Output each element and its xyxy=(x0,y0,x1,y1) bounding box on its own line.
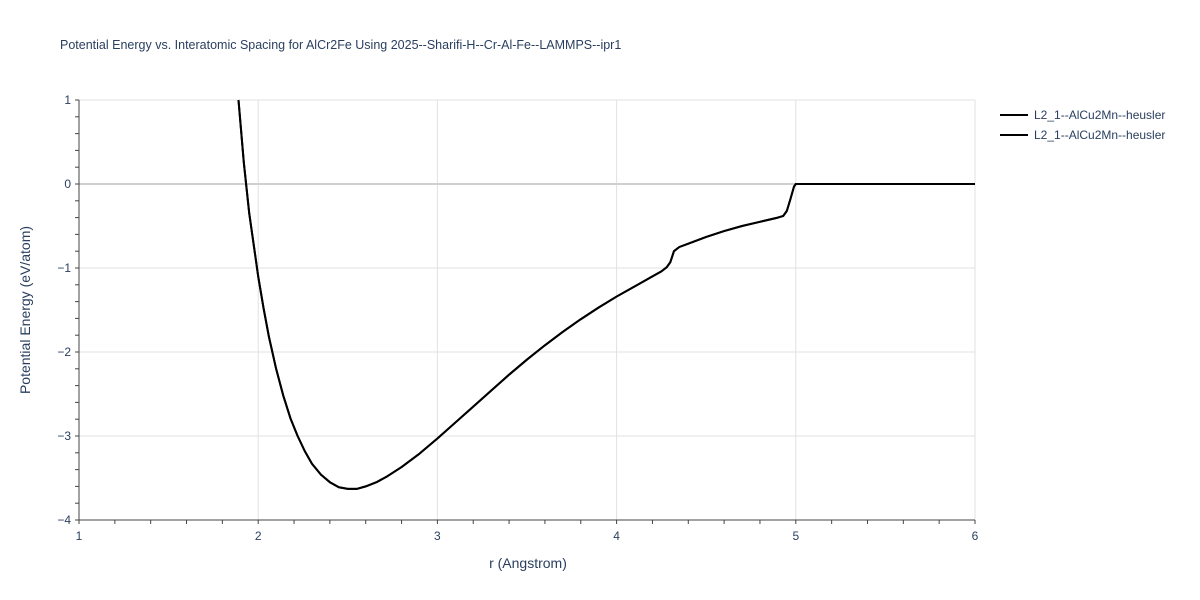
legend[interactable]: L2_1--AlCu2Mn--heusler L2_1--AlCu2Mn--heu… xyxy=(1000,108,1165,142)
series-line-2 xyxy=(237,99,975,490)
y-axis-title: Potential Energy (eV/atom) xyxy=(17,226,33,394)
y-tick-label: 1 xyxy=(64,93,71,107)
y-tick-label: −1 xyxy=(57,261,71,275)
y-tick-label: −2 xyxy=(57,345,71,359)
x-tick-label: 2 xyxy=(255,529,262,543)
axis-layer: 1 2 3 4 5 6 1 0 −1 −2 −3 −4 xyxy=(57,93,978,543)
x-tick-label: 1 xyxy=(76,529,83,543)
x-tick-label: 3 xyxy=(434,529,441,543)
series-layer xyxy=(237,99,975,490)
y-tick-label: −3 xyxy=(57,429,71,443)
x-tick-label: 5 xyxy=(792,529,799,543)
series-line-1 xyxy=(237,99,975,490)
y-tick-label: −4 xyxy=(57,513,71,527)
legend-label: L2_1--AlCu2Mn--heusler xyxy=(1034,128,1165,142)
legend-label: L2_1--AlCu2Mn--heusler xyxy=(1034,108,1165,122)
x-axis-title: r (Angstrom) xyxy=(489,555,567,571)
x-tick-label: 4 xyxy=(613,529,620,543)
grid-layer xyxy=(79,99,976,520)
x-tick-label: 6 xyxy=(972,529,979,543)
y-tick-label: 0 xyxy=(64,177,71,191)
legend-item[interactable]: L2_1--AlCu2Mn--heusler xyxy=(1000,128,1165,142)
chart-title: Potential Energy vs. Interatomic Spacing… xyxy=(60,38,622,52)
legend-item[interactable]: L2_1--AlCu2Mn--heusler xyxy=(1000,108,1165,122)
